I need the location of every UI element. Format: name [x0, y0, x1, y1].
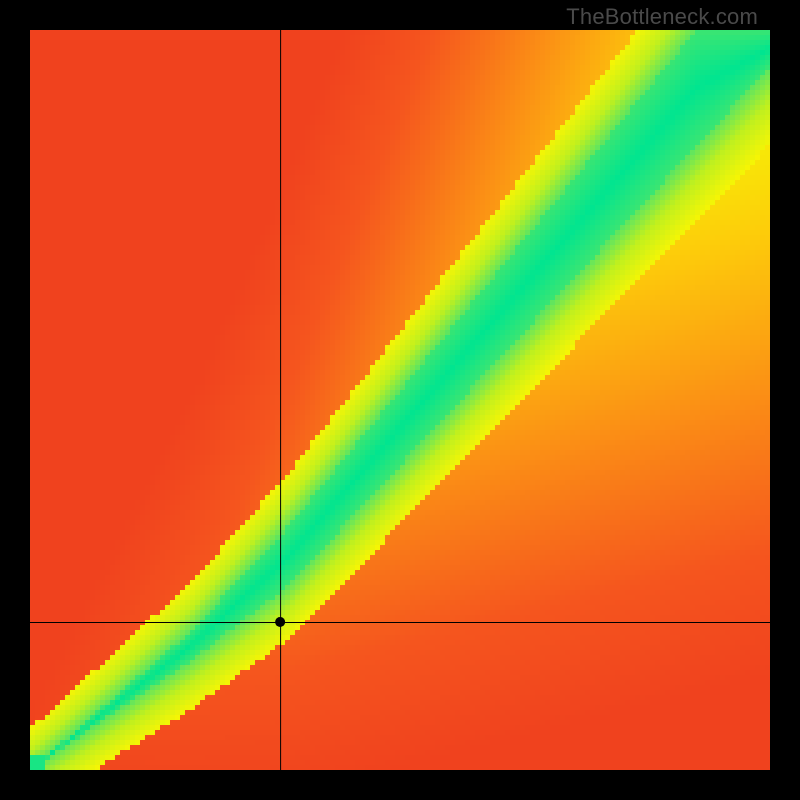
heatmap-plot	[30, 30, 770, 770]
heatmap-overlay	[30, 30, 770, 770]
watermark-text: TheBottleneck.com	[566, 4, 758, 30]
